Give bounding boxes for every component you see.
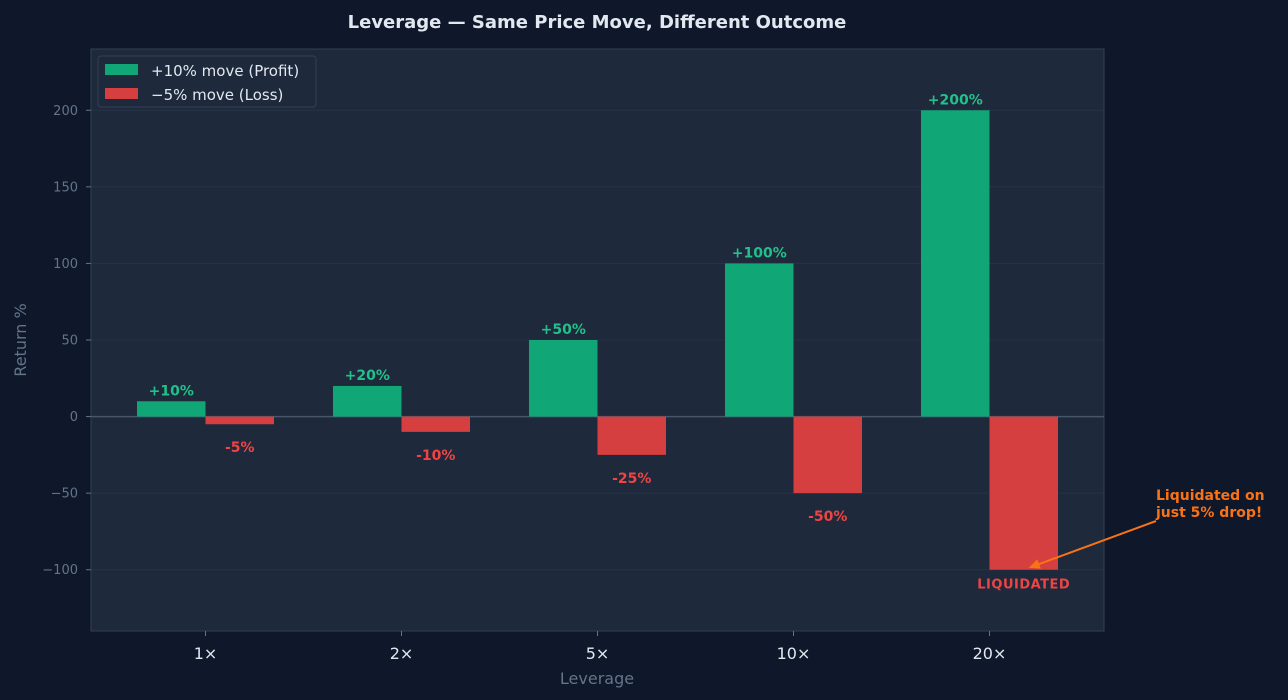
y-axis-label: Return % (11, 303, 30, 376)
bar-profit (137, 401, 206, 417)
bar-label-profit: +200% (928, 92, 983, 108)
bar-label-profit: +10% (149, 383, 194, 399)
annotation-arrow-line (1034, 520, 1157, 567)
x-axis-ticks: 1× 2× 5× 10× 20× (194, 631, 1007, 663)
bar-profit (725, 263, 794, 417)
legend-label-loss: −5% move (Loss) (151, 86, 283, 104)
bar-labels: +10% -5% +20% -10% +50% -25% +100% -50% +200% LIQ… (149, 92, 1070, 593)
legend: +10% move (Profit) −5% move (Loss) (97, 55, 317, 108)
y-axis-ticks: 200 150 100 50 0 −50 −100 (42, 104, 91, 578)
liquidated-label: LIQUIDATED (977, 578, 1070, 593)
y-tick-label: 150 (53, 180, 78, 195)
legend-box (97, 55, 317, 108)
bar-label-profit: +100% (732, 245, 787, 261)
x-tick-label: 20× (973, 644, 1007, 663)
bar-label-profit: +50% (541, 322, 586, 338)
bar-loss (989, 416, 1058, 570)
bar-profit (921, 110, 990, 417)
legend-swatch-loss (105, 88, 138, 99)
y-tick-label: 100 (53, 257, 78, 272)
y-tick-label: −50 (51, 487, 78, 502)
y-tick-label: 50 (61, 334, 78, 349)
bar-loss (205, 416, 274, 425)
bar-loss (401, 416, 470, 432)
bar-loss (793, 416, 862, 494)
bar-label-loss: -50% (808, 509, 847, 525)
x-tick-label: 5× (586, 644, 610, 663)
bar-label-loss: -5% (225, 440, 255, 456)
bars (137, 110, 1058, 570)
x-tick-label: 1× (194, 644, 218, 663)
x-axis-label: Leverage (560, 669, 634, 688)
annotation-line-2: just 5% drop! (1155, 505, 1262, 521)
annotation-line-1: Liquidated on (1156, 488, 1265, 504)
annotation: Liquidated on just 5% drop! (1028, 488, 1265, 569)
bar-profit (333, 385, 402, 417)
chart-title: Leverage — Same Price Move, Different Ou… (348, 12, 847, 33)
bar-label-loss: -10% (416, 448, 455, 464)
x-tick-label: 10× (777, 644, 811, 663)
legend-swatch-profit (105, 64, 138, 75)
y-tick-label: 200 (53, 104, 78, 119)
bar-profit (529, 340, 598, 417)
x-tick-label: 2× (390, 644, 414, 663)
bar-loss (597, 416, 666, 455)
annotation-arrow-head (1028, 559, 1041, 569)
bar-label-loss: -25% (612, 471, 651, 487)
y-tick-label: 0 (70, 410, 78, 425)
y-tick-label: −100 (42, 563, 78, 578)
bar-label-profit: +20% (345, 368, 390, 384)
legend-label-profit: +10% move (Profit) (151, 62, 299, 80)
